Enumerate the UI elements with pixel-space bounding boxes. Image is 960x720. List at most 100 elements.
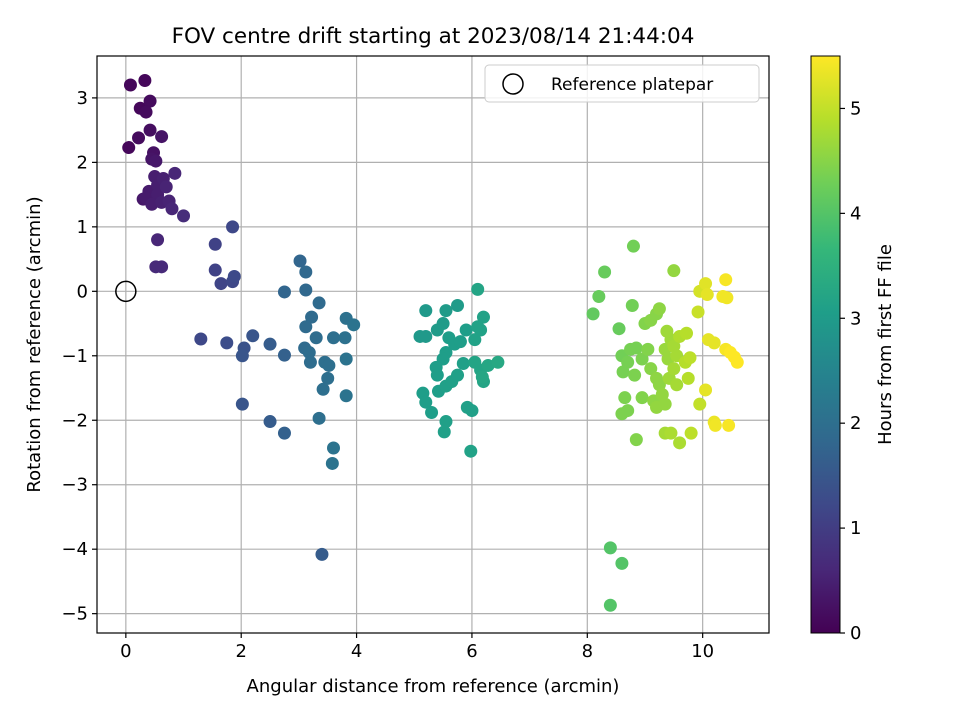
scatter-point (680, 326, 694, 340)
scatter-point (628, 368, 642, 382)
scatter-point (625, 298, 639, 312)
scatter-point (326, 331, 340, 345)
scatter-point (664, 426, 678, 440)
scatter-point (684, 426, 698, 440)
scatter-point (194, 332, 208, 346)
scatter-point (699, 383, 713, 397)
y-tick-label: −2 (61, 410, 88, 431)
scatter-point (673, 436, 687, 450)
scatter-point (719, 273, 733, 287)
scatter-point (227, 269, 241, 283)
x-tick-label: 0 (120, 641, 131, 662)
scatter-point (139, 105, 153, 119)
scatter-point (303, 355, 317, 369)
scatter-point (641, 342, 655, 356)
scatter-point (586, 307, 600, 321)
scatter-point (226, 220, 240, 234)
scatter-point (708, 418, 722, 432)
colorbar-gradient (810, 55, 841, 634)
reference-platepar-marker (115, 280, 137, 303)
scatter-point (720, 291, 734, 305)
reference-marker-layer (115, 280, 137, 303)
scatter-point (439, 304, 453, 318)
scatter-point (471, 282, 485, 296)
scatter-point (693, 397, 707, 411)
y-tick-label: 0 (77, 281, 88, 302)
scatter-point (325, 456, 339, 470)
data-points (122, 73, 744, 612)
chart-title: FOV centre drift starting at 2023/08/14 … (172, 24, 695, 49)
scatter-point (123, 78, 137, 92)
scatter-point (629, 433, 643, 447)
scatter-point (465, 404, 479, 418)
scatter-point (456, 357, 470, 371)
scatter-point (468, 333, 482, 347)
x-axis-label: Angular distance from reference (arcmin) (247, 676, 620, 697)
scatter-point (476, 310, 490, 324)
scatter-point (722, 418, 736, 432)
scatter-point (347, 318, 361, 332)
scatter-point (277, 348, 291, 362)
scatter-point (299, 283, 313, 297)
scatter-point (603, 541, 617, 555)
scatter-point (159, 180, 173, 194)
colorbar-tick-label: 2 (850, 413, 861, 434)
x-tick-label: 8 (582, 641, 593, 662)
scatter-point (339, 389, 353, 403)
scatter-point (338, 331, 352, 345)
legend-marker-icon (502, 73, 524, 95)
scatter-point (143, 94, 157, 108)
scatter-point (699, 277, 713, 291)
colorbar-label: Hours from first FF file (875, 244, 896, 445)
scatter-point (321, 371, 335, 385)
x-ticks: 0 2 4 6 8 10 (120, 633, 714, 662)
scatter-point (451, 368, 465, 382)
scatter-point (208, 263, 222, 277)
scatter-point (615, 556, 629, 570)
scatter-point (312, 411, 326, 425)
scatter-point (145, 197, 159, 211)
colorbar-tick-label: 4 (850, 203, 861, 224)
colorbar-tick-label: 0 (850, 623, 861, 644)
scatter-point (339, 352, 353, 366)
scatter-point (165, 202, 179, 216)
scatter-point (277, 426, 291, 440)
scatter-point (475, 370, 489, 384)
legend: Reference platepar (484, 64, 760, 103)
scatter-point (635, 391, 649, 405)
scatter-point (621, 404, 635, 418)
y-tick-label: −5 (61, 604, 88, 625)
y-tick-label: 3 (77, 88, 88, 109)
scatter-point (246, 329, 260, 343)
scatter-point (451, 298, 465, 312)
scatter-point (149, 154, 163, 168)
scatter-point (464, 444, 478, 458)
colorbar-tick-label: 3 (850, 308, 861, 329)
scatter-point (701, 333, 715, 347)
scatter-point (277, 285, 291, 299)
scatter-point (437, 425, 451, 439)
scatter-point (425, 406, 439, 420)
scatter-point (419, 329, 433, 343)
scatter-point (326, 441, 340, 455)
scatter-point (208, 237, 222, 251)
scatter-point (603, 598, 617, 612)
scatter-point (151, 233, 165, 247)
scatter-point (312, 296, 326, 310)
scatter-point (322, 358, 336, 372)
x-tick-label: 2 (235, 641, 246, 662)
scatter-point (629, 341, 643, 355)
scatter-point (491, 355, 505, 369)
scatter-point (691, 305, 705, 319)
scatter-point (419, 395, 433, 409)
scatter-point (299, 265, 313, 279)
y-tick-label: −1 (61, 346, 88, 367)
scatter-point (618, 391, 632, 405)
y-tick-label: −3 (61, 475, 88, 496)
scatter-point (309, 331, 323, 345)
colorbar: 0 1 2 3 4 5 Hours from first FF file (810, 55, 896, 644)
colorbar-tick-label: 5 (850, 98, 861, 119)
scatter-point (263, 415, 277, 429)
scatter-point (730, 355, 744, 369)
